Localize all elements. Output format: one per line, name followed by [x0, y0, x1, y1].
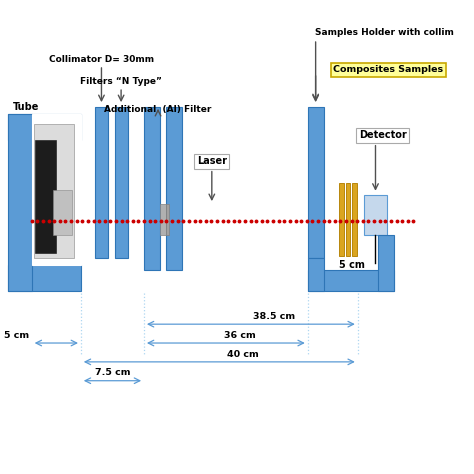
- Bar: [166, 204, 169, 235]
- Bar: [144, 108, 160, 270]
- Text: Composites Samples: Composites Samples: [333, 65, 444, 74]
- Bar: [364, 195, 387, 235]
- Bar: [32, 115, 81, 265]
- Bar: [308, 270, 394, 291]
- Text: Detector: Detector: [359, 130, 406, 140]
- Bar: [346, 183, 350, 256]
- Text: 7.5 cm: 7.5 cm: [95, 368, 130, 377]
- Text: 38.5 cm: 38.5 cm: [253, 312, 295, 321]
- Text: 5 cm: 5 cm: [4, 331, 29, 340]
- Bar: [9, 115, 32, 291]
- Text: Additional  (Al) Filter: Additional (Al) Filter: [104, 105, 212, 114]
- Bar: [34, 124, 74, 258]
- Bar: [160, 204, 166, 235]
- Text: 36 cm: 36 cm: [224, 331, 256, 340]
- Bar: [352, 183, 357, 256]
- Bar: [339, 183, 344, 256]
- Bar: [378, 235, 394, 291]
- Text: Laser: Laser: [197, 156, 227, 166]
- Bar: [308, 108, 324, 258]
- Text: Collimator D= 30mm: Collimator D= 30mm: [49, 55, 154, 64]
- Text: 40 cm: 40 cm: [227, 350, 258, 358]
- Bar: [95, 108, 108, 258]
- Text: Tube: Tube: [13, 102, 39, 112]
- Bar: [166, 108, 182, 270]
- Bar: [308, 258, 324, 291]
- Text: Samples Holder with collim: Samples Holder with collim: [315, 28, 454, 36]
- Bar: [35, 140, 56, 254]
- Bar: [9, 265, 81, 291]
- Bar: [9, 115, 81, 140]
- Bar: [115, 108, 128, 258]
- Text: 5 cm: 5 cm: [339, 260, 365, 270]
- Text: Filters “N Type”: Filters “N Type”: [80, 77, 162, 86]
- Bar: [53, 190, 72, 235]
